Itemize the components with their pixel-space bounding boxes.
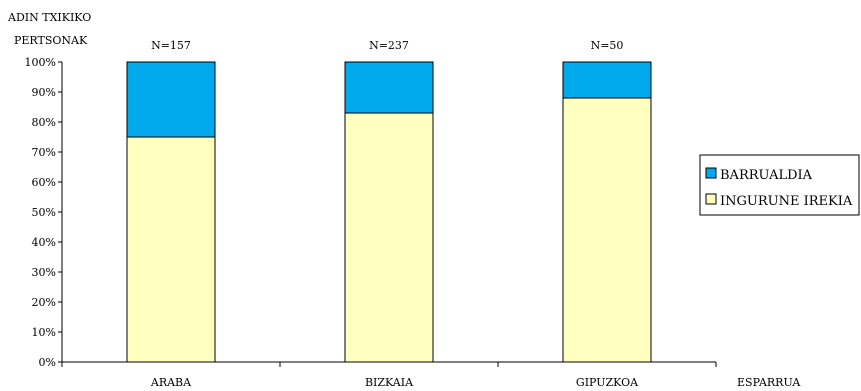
y-tick-label: 40% — [32, 236, 56, 249]
y-tick-label: 70% — [32, 146, 56, 159]
y-tick-label: 100% — [25, 56, 56, 69]
y-tick-label: 90% — [32, 86, 56, 99]
bar-segment-barrualdia — [562, 61, 652, 99]
legend: BARRUALDIA INGURUNE IREKIA — [699, 154, 860, 216]
bar-segment-ingurune-irekia — [126, 136, 216, 363]
y-tick-label: 20% — [32, 296, 56, 309]
x-category-label: GIPUZKOA — [576, 376, 639, 389]
y-tick-label: 50% — [32, 206, 56, 219]
y-axis-title-line-2: PERTSONAK — [14, 34, 88, 47]
y-tick-label: 30% — [32, 266, 56, 279]
bar-segment-barrualdia — [344, 61, 434, 114]
legend-label: BARRUALDIA — [720, 168, 813, 183]
bars: N=157 N=237 N=50 — [126, 39, 652, 363]
legend-swatch — [705, 193, 717, 205]
x-category-label: BIZKAIA — [365, 376, 414, 389]
bar-count-label: N=157 — [151, 39, 191, 52]
axes — [61, 62, 717, 367]
bar-segment-barrualdia — [126, 61, 216, 138]
bar-count-label: N=50 — [591, 39, 624, 52]
y-axis-ticks: 0% 10% 20% 30% 40% 50% 60% 70% 80% 90% 100% — [25, 56, 62, 369]
x-category-label: ARABA — [150, 376, 192, 389]
bar-segment-ingurune-irekia — [344, 112, 434, 363]
y-axis-title-line-1: ADIN TXIKIKO — [7, 11, 91, 24]
y-tick-label: 60% — [32, 176, 56, 189]
legend-box — [699, 154, 860, 216]
x-axis-title: ESPARRUA — [737, 376, 801, 389]
bar-count-label: N=237 — [369, 39, 409, 52]
y-tick-label: 80% — [32, 116, 56, 129]
legend-swatch — [705, 167, 717, 179]
y-tick-label: 10% — [32, 326, 56, 339]
x-axis-categories: ARABA BIZKAIA GIPUZKOA — [150, 376, 639, 389]
y-tick-label: 0% — [39, 356, 56, 369]
legend-label: INGURUNE IREKIA — [720, 194, 853, 209]
bar-segment-ingurune-irekia — [562, 97, 652, 363]
